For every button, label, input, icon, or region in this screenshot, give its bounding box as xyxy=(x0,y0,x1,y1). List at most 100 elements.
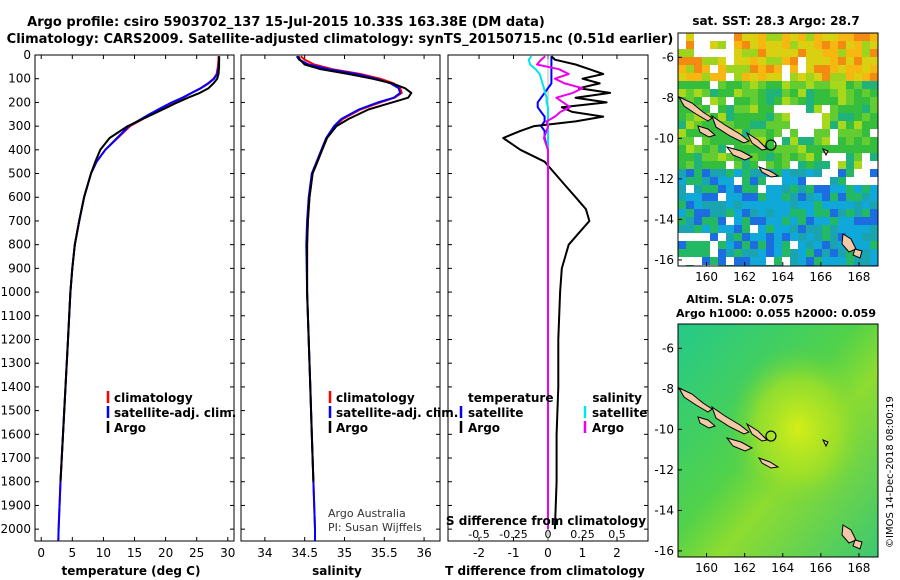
sst-cell xyxy=(702,209,710,217)
sst-cell xyxy=(742,121,750,129)
sst-cell xyxy=(766,241,774,249)
sst-cell xyxy=(830,33,838,41)
sst-cell xyxy=(750,145,758,153)
sst-cell xyxy=(830,81,838,89)
sst-cell xyxy=(678,137,686,145)
sst-cell xyxy=(718,217,726,225)
difference-lines xyxy=(502,55,612,541)
island-choiseul xyxy=(678,386,713,413)
temperature-xlabel: temperature (deg C) xyxy=(62,564,201,578)
series-line-argo xyxy=(59,56,221,482)
sst-cell xyxy=(790,81,798,89)
sst-cell xyxy=(830,113,838,121)
sst-cell xyxy=(718,169,726,177)
sst-cell xyxy=(774,81,782,89)
sst-cell xyxy=(766,145,774,153)
sst-cell xyxy=(766,209,774,217)
sst-cell xyxy=(870,201,878,209)
sst-cell xyxy=(870,177,878,185)
sst-cell xyxy=(854,137,862,145)
sst-cell xyxy=(742,257,750,265)
salinity-xlabel: salinity xyxy=(312,564,362,578)
sst-cell xyxy=(790,89,798,97)
sst-cell xyxy=(734,89,742,97)
sst-cell xyxy=(726,209,734,217)
sst-cell xyxy=(854,225,862,233)
island-vanuatu xyxy=(841,233,857,253)
sst-cell xyxy=(694,185,702,193)
sst-cell xyxy=(694,73,702,81)
sst-cell xyxy=(870,209,878,217)
sst-cell xyxy=(822,41,830,49)
depth-tick-label: 900 xyxy=(8,261,31,275)
sst-cell xyxy=(694,225,702,233)
sst-cell xyxy=(766,233,774,241)
depth-tick-label: 700 xyxy=(8,214,31,228)
sst-cell xyxy=(806,233,814,241)
sst-cell xyxy=(846,129,854,137)
sst-cell xyxy=(822,145,830,153)
sst-cell xyxy=(758,81,766,89)
sst-cell xyxy=(814,97,822,105)
sst-cell xyxy=(734,241,742,249)
sst-cell xyxy=(766,121,774,129)
sst-cell xyxy=(838,209,846,217)
credit-argo-australia: Argo Australia xyxy=(328,507,406,520)
sst-cell xyxy=(798,209,806,217)
sst-cell xyxy=(766,49,774,57)
sst-cell xyxy=(790,193,798,201)
sst-cell xyxy=(734,233,742,241)
map-x-tick-label: 160 xyxy=(695,270,718,284)
sst-cell xyxy=(718,241,726,249)
sst-cell xyxy=(694,57,702,65)
sst-cell xyxy=(678,161,686,169)
sst-cell xyxy=(846,97,854,105)
island-small-2 xyxy=(821,148,829,157)
sst-cell xyxy=(854,145,862,153)
sst-cell xyxy=(702,97,710,105)
sst-cell xyxy=(766,105,774,113)
sst-cell xyxy=(750,249,758,257)
sst-cell xyxy=(830,105,838,113)
difference-top-xlabel: S difference from climatology xyxy=(446,514,646,528)
sst-cell xyxy=(702,121,710,129)
x-tick-label: 34 xyxy=(257,546,272,560)
sla-map-title-2: Argo h1000: 0.055 h2000: 0.059 xyxy=(676,307,876,320)
sst-cell xyxy=(702,153,710,161)
sst-cell xyxy=(822,185,830,193)
sst-cell xyxy=(750,65,758,73)
x-tick-label: 25 xyxy=(189,546,204,560)
sst-cell xyxy=(702,185,710,193)
sst-cell xyxy=(702,105,710,113)
sst-cell xyxy=(798,49,806,57)
sst-cell xyxy=(750,161,758,169)
sst-cell xyxy=(838,97,846,105)
sla-map-title-1: Altim. SLA: 0.075 xyxy=(686,293,793,306)
sst-cell xyxy=(742,49,750,57)
sst-cell xyxy=(694,233,702,241)
sst-cell xyxy=(766,57,774,65)
salinity-lines xyxy=(295,55,413,541)
sst-cell xyxy=(870,145,878,153)
sst-cell xyxy=(854,89,862,97)
sst-cell xyxy=(702,65,710,73)
salinity-plot-frame xyxy=(240,54,441,542)
sst-cell xyxy=(846,185,854,193)
sst-cell xyxy=(750,41,758,49)
sst-cell xyxy=(862,105,870,113)
depth-axis: 0 100 200 300 400 500 600 700 800 900 1000 1100 1200… xyxy=(0,48,648,536)
sst-cell xyxy=(758,105,766,113)
sst-cell xyxy=(870,41,878,49)
sst-cell xyxy=(774,57,782,65)
sst-cell xyxy=(702,233,710,241)
sst-cell xyxy=(702,33,710,41)
sst-cell xyxy=(710,137,718,145)
sst-cell xyxy=(750,209,758,217)
sst-cell xyxy=(686,121,694,129)
sst-cell xyxy=(838,257,846,265)
sst-cell xyxy=(734,249,742,257)
sst-cell xyxy=(678,241,686,249)
sst-cell xyxy=(838,193,846,201)
sst-cell xyxy=(790,177,798,185)
sst-cell xyxy=(758,177,766,185)
